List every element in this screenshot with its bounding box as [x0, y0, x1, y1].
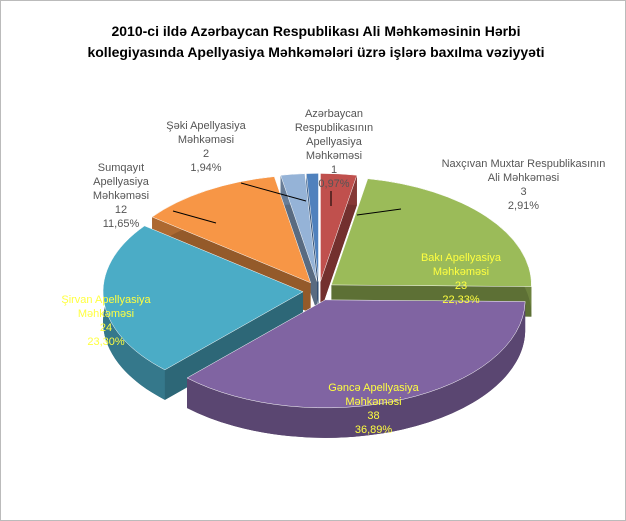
slice	[151, 176, 312, 284]
label-value: 1	[330, 164, 338, 176]
data-label: Şirvan Apellyasiya Məhkəməsi 24 23,30%	[41, 293, 171, 349]
data-label: Naxçıvan Muxtar Respublikasının Ali Məhk…	[441, 157, 606, 213]
label-percent: 2,91%	[507, 200, 540, 212]
label-percent: 36,89%	[354, 424, 393, 436]
slice	[331, 178, 532, 287]
label-percent: 11,65%	[102, 218, 140, 230]
leader-line	[240, 182, 307, 202]
slice	[186, 299, 526, 409]
data-label: Azərbaycan Respublikasının Apellyasiya M…	[279, 107, 389, 191]
slice	[280, 173, 318, 282]
label-name: Şirvan Apellyasiya Məhkəməsi	[61, 294, 151, 320]
leader-line	[356, 208, 402, 216]
slice	[102, 225, 304, 371]
label-value: 12	[114, 204, 128, 216]
label-name: Gəncə Apellyasiya Məhkəməsi	[328, 382, 419, 408]
slice	[320, 173, 358, 282]
label-name: Şəki Apellyasiya Məhkəməsi	[166, 120, 246, 146]
leader-line	[172, 210, 217, 224]
slice-wall	[187, 301, 526, 438]
data-label: Bakı Apellyasiya Məhkəməsi 23 22,33%	[401, 251, 521, 307]
label-value: 2	[202, 148, 210, 160]
label-value: 3	[520, 186, 527, 198]
label-name: Azərbaycan Respublikasının Apellyasiya M…	[294, 108, 374, 162]
label-name: Bakı Apellyasiya Məhkəməsi	[420, 252, 502, 278]
label-value: 23	[454, 280, 468, 292]
label-name: Naxçıvan Muxtar Respublikasının Ali Məhk…	[441, 158, 606, 184]
data-label: Şəki Apellyasiya Məhkəməsi 2 1,94%	[156, 119, 256, 175]
chart-title: 2010-ci ildə Azərbaycan Respublikası Ali…	[87, 23, 545, 60]
label-percent: 23,30%	[87, 336, 125, 348]
slice-side	[320, 173, 357, 312]
label-percent: 0,97%	[318, 178, 350, 190]
slice	[306, 173, 319, 282]
label-value: 38	[367, 410, 380, 422]
data-label: Sumqayıt Apellyasiya Məhkəməsi 12 11,65%	[71, 161, 171, 231]
label-percent: 1,94%	[190, 162, 222, 174]
label-name: Sumqayıt Apellyasiya Məhkəməsi	[92, 162, 150, 202]
data-label: Gəncə Apellyasiya Məhkəməsi 38 36,89%	[306, 381, 441, 437]
label-percent: 22,33%	[442, 294, 480, 306]
label-value: 24	[99, 322, 113, 334]
